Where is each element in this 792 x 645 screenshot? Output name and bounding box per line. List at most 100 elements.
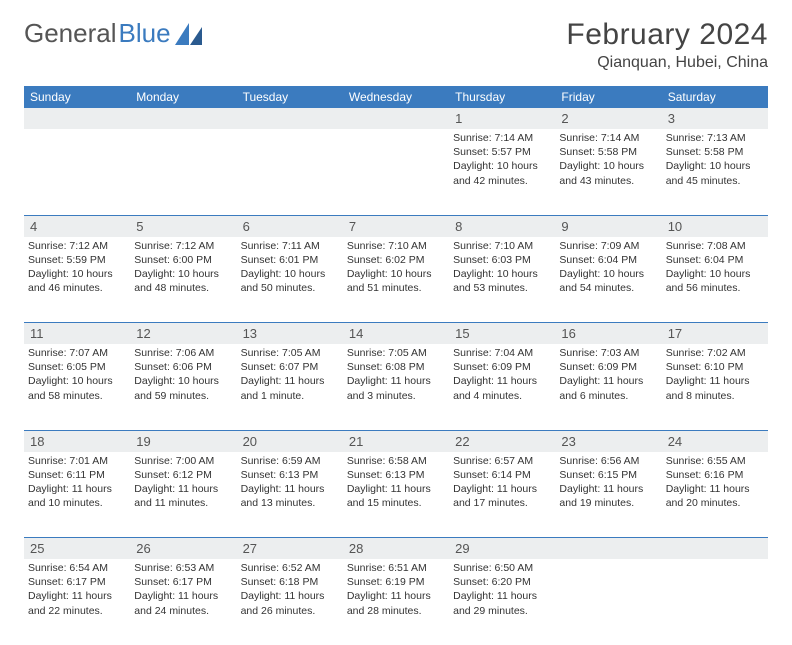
sunrise-text: Sunrise: 6:55 AM xyxy=(666,454,764,468)
sunset-text: Sunset: 6:14 PM xyxy=(453,468,551,482)
daynum-row: 2526272829 xyxy=(24,538,768,559)
dow-saturday: Saturday xyxy=(662,86,768,108)
daylight-text: Daylight: 11 hours and 29 minutes. xyxy=(453,589,551,617)
day-info: Sunrise: 7:09 AMSunset: 6:04 PMDaylight:… xyxy=(559,237,657,296)
sunrise-text: Sunrise: 7:05 AM xyxy=(241,346,339,360)
sunset-text: Sunset: 6:05 PM xyxy=(28,360,126,374)
daylight-text: Daylight: 11 hours and 19 minutes. xyxy=(559,482,657,510)
day-number-12: 12 xyxy=(130,323,236,344)
daylight-text: Daylight: 11 hours and 8 minutes. xyxy=(666,374,764,402)
sunrise-text: Sunrise: 7:06 AM xyxy=(134,346,232,360)
day-cell-20: Sunrise: 6:59 AMSunset: 6:13 PMDaylight:… xyxy=(237,452,343,538)
day-number-25: 25 xyxy=(24,538,130,559)
day-cell-22: Sunrise: 6:57 AMSunset: 6:14 PMDaylight:… xyxy=(449,452,555,538)
day-cell-empty xyxy=(555,559,661,645)
sunset-text: Sunset: 6:16 PM xyxy=(666,468,764,482)
day-content-row: Sunrise: 6:54 AMSunset: 6:17 PMDaylight:… xyxy=(24,559,768,645)
sunset-text: Sunset: 6:10 PM xyxy=(666,360,764,374)
daylight-text: Daylight: 10 hours and 45 minutes. xyxy=(666,159,764,187)
daylight-text: Daylight: 10 hours and 50 minutes. xyxy=(241,267,339,295)
day-cell-empty xyxy=(662,559,768,645)
sunrise-text: Sunrise: 6:59 AM xyxy=(241,454,339,468)
daylight-text: Daylight: 11 hours and 11 minutes. xyxy=(134,482,232,510)
sunset-text: Sunset: 6:09 PM xyxy=(559,360,657,374)
day-info: Sunrise: 7:08 AMSunset: 6:04 PMDaylight:… xyxy=(666,237,764,296)
day-number-7: 7 xyxy=(343,216,449,237)
daylight-text: Daylight: 10 hours and 51 minutes. xyxy=(347,267,445,295)
day-info: Sunrise: 7:05 AMSunset: 6:08 PMDaylight:… xyxy=(347,344,445,403)
daylight-text: Daylight: 11 hours and 24 minutes. xyxy=(134,589,232,617)
sunset-text: Sunset: 6:12 PM xyxy=(134,468,232,482)
sunrise-text: Sunrise: 6:51 AM xyxy=(347,561,445,575)
daylight-text: Daylight: 10 hours and 48 minutes. xyxy=(134,267,232,295)
dow-thursday: Thursday xyxy=(449,86,555,108)
day-info: Sunrise: 6:59 AMSunset: 6:13 PMDaylight:… xyxy=(241,452,339,511)
day-content-row: Sunrise: 7:12 AMSunset: 5:59 PMDaylight:… xyxy=(24,237,768,323)
daylight-text: Daylight: 11 hours and 26 minutes. xyxy=(241,589,339,617)
day-cell-empty xyxy=(130,129,236,215)
day-number-empty xyxy=(24,108,130,129)
day-number-5: 5 xyxy=(130,216,236,237)
sunset-text: Sunset: 6:04 PM xyxy=(559,253,657,267)
day-info: Sunrise: 6:53 AMSunset: 6:17 PMDaylight:… xyxy=(134,559,232,618)
day-cell-29: Sunrise: 6:50 AMSunset: 6:20 PMDaylight:… xyxy=(449,559,555,645)
sunset-text: Sunset: 5:58 PM xyxy=(559,145,657,159)
day-info: Sunrise: 6:57 AMSunset: 6:14 PMDaylight:… xyxy=(453,452,551,511)
logo: GeneralBlue xyxy=(24,18,203,49)
day-cell-15: Sunrise: 7:04 AMSunset: 6:09 PMDaylight:… xyxy=(449,344,555,430)
sunset-text: Sunset: 6:04 PM xyxy=(666,253,764,267)
daylight-text: Daylight: 10 hours and 46 minutes. xyxy=(28,267,126,295)
logo-sail-icon xyxy=(175,23,203,45)
sunrise-text: Sunrise: 7:11 AM xyxy=(241,239,339,253)
day-info: Sunrise: 7:06 AMSunset: 6:06 PMDaylight:… xyxy=(134,344,232,403)
day-cell-2: Sunrise: 7:14 AMSunset: 5:58 PMDaylight:… xyxy=(555,129,661,215)
day-cell-21: Sunrise: 6:58 AMSunset: 6:13 PMDaylight:… xyxy=(343,452,449,538)
sunset-text: Sunset: 6:00 PM xyxy=(134,253,232,267)
day-info: Sunrise: 7:07 AMSunset: 6:05 PMDaylight:… xyxy=(28,344,126,403)
sunset-text: Sunset: 5:58 PM xyxy=(666,145,764,159)
daylight-text: Daylight: 11 hours and 15 minutes. xyxy=(347,482,445,510)
sunrise-text: Sunrise: 6:57 AM xyxy=(453,454,551,468)
daylight-text: Daylight: 10 hours and 42 minutes. xyxy=(453,159,551,187)
day-number-8: 8 xyxy=(449,216,555,237)
day-cell-27: Sunrise: 6:52 AMSunset: 6:18 PMDaylight:… xyxy=(237,559,343,645)
sunrise-text: Sunrise: 6:50 AM xyxy=(453,561,551,575)
sunrise-text: Sunrise: 6:56 AM xyxy=(559,454,657,468)
day-cell-25: Sunrise: 6:54 AMSunset: 6:17 PMDaylight:… xyxy=(24,559,130,645)
day-cell-17: Sunrise: 7:02 AMSunset: 6:10 PMDaylight:… xyxy=(662,344,768,430)
day-cell-24: Sunrise: 6:55 AMSunset: 6:16 PMDaylight:… xyxy=(662,452,768,538)
day-info: Sunrise: 7:14 AMSunset: 5:57 PMDaylight:… xyxy=(453,129,551,188)
day-number-29: 29 xyxy=(449,538,555,559)
day-number-3: 3 xyxy=(662,108,768,129)
daylight-text: Daylight: 11 hours and 17 minutes. xyxy=(453,482,551,510)
sunset-text: Sunset: 6:02 PM xyxy=(347,253,445,267)
daylight-text: Daylight: 11 hours and 4 minutes. xyxy=(453,374,551,402)
daylight-text: Daylight: 10 hours and 53 minutes. xyxy=(453,267,551,295)
day-info: Sunrise: 7:12 AMSunset: 5:59 PMDaylight:… xyxy=(28,237,126,296)
day-cell-23: Sunrise: 6:56 AMSunset: 6:15 PMDaylight:… xyxy=(555,452,661,538)
sunset-text: Sunset: 6:11 PM xyxy=(28,468,126,482)
daynum-row: 11121314151617 xyxy=(24,323,768,344)
day-cell-14: Sunrise: 7:05 AMSunset: 6:08 PMDaylight:… xyxy=(343,344,449,430)
sunrise-text: Sunrise: 7:13 AM xyxy=(666,131,764,145)
day-info: Sunrise: 6:56 AMSunset: 6:15 PMDaylight:… xyxy=(559,452,657,511)
day-info: Sunrise: 6:50 AMSunset: 6:20 PMDaylight:… xyxy=(453,559,551,618)
day-info: Sunrise: 7:10 AMSunset: 6:03 PMDaylight:… xyxy=(453,237,551,296)
sunrise-text: Sunrise: 7:12 AM xyxy=(134,239,232,253)
day-number-10: 10 xyxy=(662,216,768,237)
day-cell-8: Sunrise: 7:10 AMSunset: 6:03 PMDaylight:… xyxy=(449,237,555,323)
day-cell-5: Sunrise: 7:12 AMSunset: 6:00 PMDaylight:… xyxy=(130,237,236,323)
daylight-text: Daylight: 11 hours and 3 minutes. xyxy=(347,374,445,402)
sunrise-text: Sunrise: 7:08 AM xyxy=(666,239,764,253)
dow-header-row: Sunday Monday Tuesday Wednesday Thursday… xyxy=(24,86,768,108)
day-cell-16: Sunrise: 7:03 AMSunset: 6:09 PMDaylight:… xyxy=(555,344,661,430)
day-cell-empty xyxy=(343,129,449,215)
sunset-text: Sunset: 6:09 PM xyxy=(453,360,551,374)
day-number-27: 27 xyxy=(237,538,343,559)
day-cell-empty xyxy=(24,129,130,215)
day-cell-10: Sunrise: 7:08 AMSunset: 6:04 PMDaylight:… xyxy=(662,237,768,323)
day-number-21: 21 xyxy=(343,431,449,452)
day-cell-13: Sunrise: 7:05 AMSunset: 6:07 PMDaylight:… xyxy=(237,344,343,430)
day-cell-11: Sunrise: 7:07 AMSunset: 6:05 PMDaylight:… xyxy=(24,344,130,430)
day-info: Sunrise: 6:58 AMSunset: 6:13 PMDaylight:… xyxy=(347,452,445,511)
